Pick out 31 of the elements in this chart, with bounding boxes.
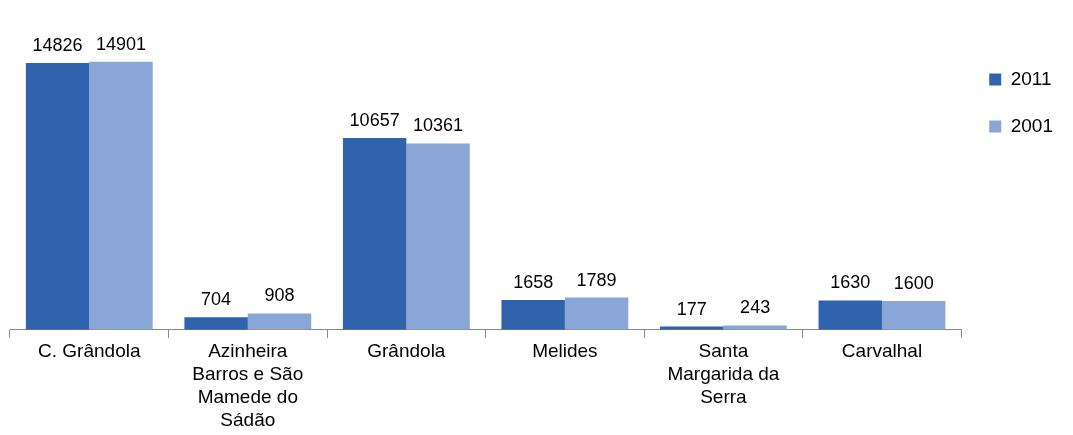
data-label: 704 <box>201 289 232 310</box>
x-tick-label: Melides <box>532 340 598 362</box>
data-label: 1600 <box>893 272 934 293</box>
data-label: 1630 <box>830 272 871 293</box>
data-label: 177 <box>676 298 707 319</box>
bar <box>25 63 90 330</box>
x-tick-label: Grândola <box>367 340 446 362</box>
data-label: 10657 <box>349 110 400 131</box>
x-tick-label: Santa Margarida da Serra <box>667 340 780 408</box>
bar <box>342 138 407 330</box>
bar <box>818 300 882 330</box>
bar <box>564 297 629 330</box>
bar <box>501 299 565 330</box>
bar <box>406 143 470 330</box>
x-tick-label: C. Grândola <box>38 340 141 362</box>
bar <box>184 317 248 330</box>
x-tick-label: Azinheira Barros e São Mamede do Sádão <box>192 340 304 430</box>
data-label: 14901 <box>95 33 147 54</box>
data-label: 908 <box>264 285 295 306</box>
bar <box>723 325 787 330</box>
data-label: 14826 <box>32 35 83 56</box>
data-label: 1789 <box>576 269 617 290</box>
data-label: 10361 <box>413 115 464 136</box>
legend-label: 2001 <box>1010 114 1054 136</box>
bar <box>881 301 946 330</box>
data-label: 1658 <box>513 271 554 292</box>
data-label: 243 <box>740 297 771 318</box>
x-tick-label: Carvalhal <box>841 340 923 362</box>
legend-label: 2011 <box>1010 67 1052 89</box>
bar <box>247 313 312 330</box>
bar <box>89 61 153 330</box>
